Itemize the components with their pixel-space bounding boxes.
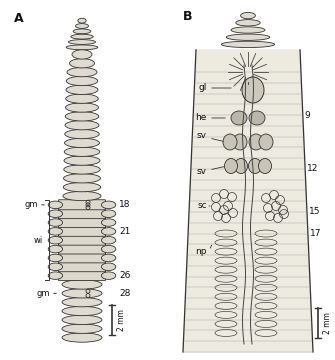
Text: 12: 12 <box>307 165 319 174</box>
Text: gm: gm <box>37 289 50 298</box>
Ellipse shape <box>48 219 63 226</box>
FancyBboxPatch shape <box>59 270 106 280</box>
Ellipse shape <box>66 76 98 86</box>
Ellipse shape <box>62 280 102 289</box>
Text: 21: 21 <box>119 227 130 236</box>
Ellipse shape <box>67 67 97 77</box>
Ellipse shape <box>226 34 270 40</box>
Ellipse shape <box>234 158 248 174</box>
Text: 2 mm: 2 mm <box>323 312 332 334</box>
Ellipse shape <box>65 129 99 139</box>
Ellipse shape <box>48 228 63 235</box>
Ellipse shape <box>48 272 63 279</box>
Ellipse shape <box>249 158 262 174</box>
Ellipse shape <box>62 324 102 333</box>
Ellipse shape <box>65 121 99 130</box>
Ellipse shape <box>78 18 86 23</box>
FancyBboxPatch shape <box>59 262 106 272</box>
Text: sv: sv <box>197 166 207 175</box>
Ellipse shape <box>48 201 63 208</box>
FancyBboxPatch shape <box>59 208 106 219</box>
Ellipse shape <box>259 134 273 150</box>
Ellipse shape <box>102 237 116 244</box>
FancyBboxPatch shape <box>59 244 106 254</box>
Ellipse shape <box>63 183 101 192</box>
Ellipse shape <box>65 112 99 121</box>
Ellipse shape <box>259 158 271 174</box>
Text: sc: sc <box>197 202 207 211</box>
Ellipse shape <box>231 27 265 33</box>
Ellipse shape <box>72 50 92 59</box>
Ellipse shape <box>48 254 63 262</box>
Ellipse shape <box>48 210 63 217</box>
Ellipse shape <box>62 297 102 307</box>
Text: wi: wi <box>34 236 43 245</box>
Ellipse shape <box>62 315 102 324</box>
Ellipse shape <box>48 263 63 271</box>
Ellipse shape <box>64 147 100 156</box>
Text: sv: sv <box>197 131 207 140</box>
Text: gm: gm <box>24 201 38 210</box>
Text: he: he <box>196 113 207 122</box>
Text: 28: 28 <box>119 289 130 298</box>
Ellipse shape <box>236 20 260 26</box>
Ellipse shape <box>75 24 88 28</box>
Ellipse shape <box>66 94 98 103</box>
Text: 15: 15 <box>309 207 321 216</box>
FancyBboxPatch shape <box>59 253 106 263</box>
Ellipse shape <box>73 29 91 34</box>
Ellipse shape <box>221 41 275 48</box>
Text: A: A <box>14 12 24 25</box>
Ellipse shape <box>233 134 247 150</box>
Ellipse shape <box>66 103 98 112</box>
Ellipse shape <box>64 156 100 165</box>
Ellipse shape <box>241 13 255 19</box>
Text: np: np <box>196 247 207 256</box>
Ellipse shape <box>62 289 102 298</box>
Ellipse shape <box>65 138 99 148</box>
Text: 2 mm: 2 mm <box>117 309 126 331</box>
Ellipse shape <box>64 174 100 183</box>
FancyBboxPatch shape <box>59 235 106 245</box>
Polygon shape <box>183 50 313 352</box>
FancyBboxPatch shape <box>59 226 106 236</box>
Ellipse shape <box>62 306 102 316</box>
Ellipse shape <box>102 263 116 271</box>
Ellipse shape <box>48 237 63 244</box>
Ellipse shape <box>63 192 101 201</box>
Ellipse shape <box>223 134 237 150</box>
Text: 9: 9 <box>305 111 311 120</box>
Ellipse shape <box>48 245 63 253</box>
Ellipse shape <box>69 59 94 68</box>
Ellipse shape <box>62 333 102 342</box>
Ellipse shape <box>102 245 116 253</box>
Ellipse shape <box>242 77 264 103</box>
Ellipse shape <box>102 228 116 235</box>
FancyBboxPatch shape <box>59 200 106 210</box>
Text: 17: 17 <box>310 229 321 238</box>
Text: 26: 26 <box>119 271 130 280</box>
Ellipse shape <box>249 111 265 125</box>
Ellipse shape <box>102 210 116 217</box>
Ellipse shape <box>68 40 95 44</box>
Ellipse shape <box>102 219 116 226</box>
Ellipse shape <box>66 85 98 94</box>
Ellipse shape <box>71 34 93 39</box>
Ellipse shape <box>231 111 247 125</box>
Ellipse shape <box>249 134 263 150</box>
Ellipse shape <box>66 45 98 50</box>
Text: gl: gl <box>199 84 207 93</box>
Ellipse shape <box>102 201 116 208</box>
Ellipse shape <box>102 272 116 279</box>
Ellipse shape <box>102 254 116 262</box>
Ellipse shape <box>64 165 100 174</box>
Text: 18: 18 <box>119 201 131 210</box>
Text: B: B <box>183 10 193 23</box>
FancyBboxPatch shape <box>59 217 106 228</box>
Ellipse shape <box>224 158 238 174</box>
